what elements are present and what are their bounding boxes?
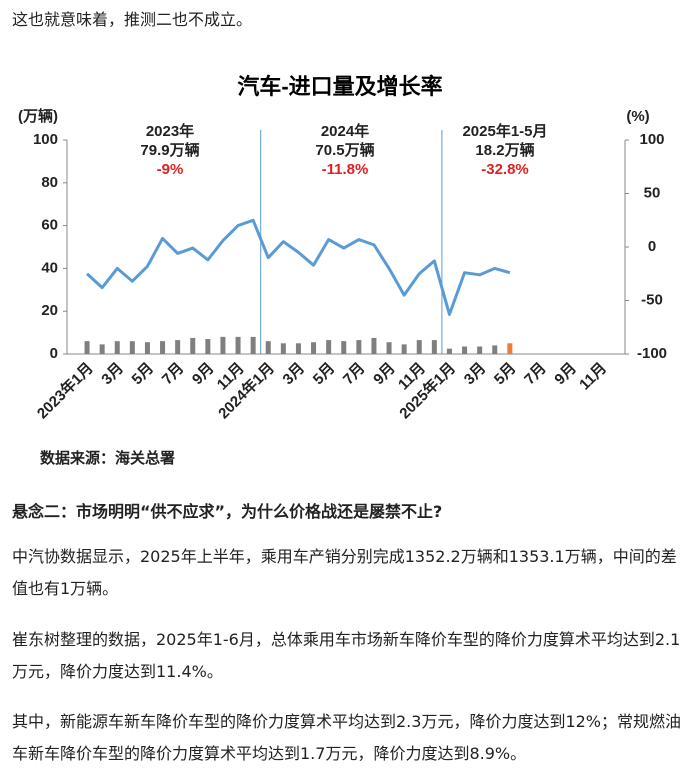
bar [144,342,150,354]
bar [492,345,498,354]
y-tick-label: 20 [41,302,58,319]
bar [446,348,452,354]
x-tick-label: 9月 [551,360,580,389]
annotation-change: -11.8% [322,161,369,178]
chart: 汽车-进口量及增长率 (万辆) (%) 数据来源：海关总署 0 20 40 60 80 1… [18,74,667,467]
annotation-volume: 79.9万辆 [140,141,199,159]
bar [84,341,90,354]
bar [175,340,181,354]
annotation-title: 2024年 [321,122,369,140]
annotation-volume: 18.2万辆 [475,141,534,159]
paragraph: 中汽协数据显示，2025年上半年，乘用车产销分别完成1352.2万辆和1353.… [12,547,677,598]
x-tick-label: 5月 [491,360,520,389]
chart-title: 汽车-进口量及增长率 [237,74,442,99]
x-tick-label: 9月 [370,360,399,389]
bar [280,343,286,354]
y2-tick-label: 50 [644,184,661,201]
y2-tick-label: 0 [648,238,656,255]
bar [220,336,226,354]
x-tick-label: 3月 [461,360,490,389]
bar [190,337,196,354]
bar [311,342,317,354]
bar [416,340,422,354]
annotation-change: -9% [157,161,184,178]
bar [326,340,332,354]
bar [99,344,105,354]
x-tick-label: 2023年1月 [33,359,96,422]
bar [401,344,407,354]
x-tick-label: 7月 [340,360,369,389]
bar [477,346,483,354]
paragraph: 崔东树整理的数据，2025年1-6月，总体乘用车市场新车降价车型的降价力度算术平… [12,630,681,681]
x-tick-label: 7月 [521,360,550,389]
heading: 悬念二：市场明明“供不应求”，为什么价格战还是屡禁不止? [12,502,443,521]
source: 数据来源：海关总署 [40,449,175,467]
bar [265,341,271,354]
y2-tick-label: -50 [641,291,663,308]
y2-tick-label: -100 [637,345,667,362]
annotation-change: -32.8% [481,161,529,178]
bar [295,343,301,354]
annotation-title: 2025年1-5月 [462,122,547,140]
annotation-title: 2023年 [146,122,194,140]
x-tick-label: 3月 [98,360,127,389]
bar [371,337,377,354]
paragraph: 其中，新能源车新车降价车型的降价力度算术平均达到2.3万元，降价力度达到12%；… [12,712,682,763]
bar [462,346,468,354]
x-tick-label: 9月 [189,360,218,389]
y-tick-label: 60 [41,217,58,234]
bar [250,336,256,354]
bar [235,336,241,354]
bar [129,341,135,354]
annotation-volume: 70.5万辆 [315,141,374,159]
bar [341,341,347,354]
y2-axis-label: (%) [626,108,649,125]
x-tick-label: 5月 [129,360,158,389]
y2-tick-label: 100 [639,131,664,148]
y-tick-label: 100 [33,131,58,148]
bar [205,339,211,354]
bar [507,343,513,354]
x-tick-label: 3月 [280,360,309,389]
y-tick-label: 0 [50,345,58,362]
bar [386,342,392,354]
x-tick-label: 7月 [159,360,188,389]
x-tick-label: 11月 [576,360,610,394]
y-axis-label: (万辆) [18,107,58,125]
x-tick-label: 5月 [310,360,339,389]
bar [114,341,120,354]
bar [431,340,437,354]
bar [160,341,166,354]
line [86,218,511,316]
bar [356,340,362,354]
y-tick-label: 80 [41,174,58,191]
paragraph: 这也就意味着，推测二也不成立。 [12,10,253,29]
y-tick-label: 40 [41,259,58,276]
